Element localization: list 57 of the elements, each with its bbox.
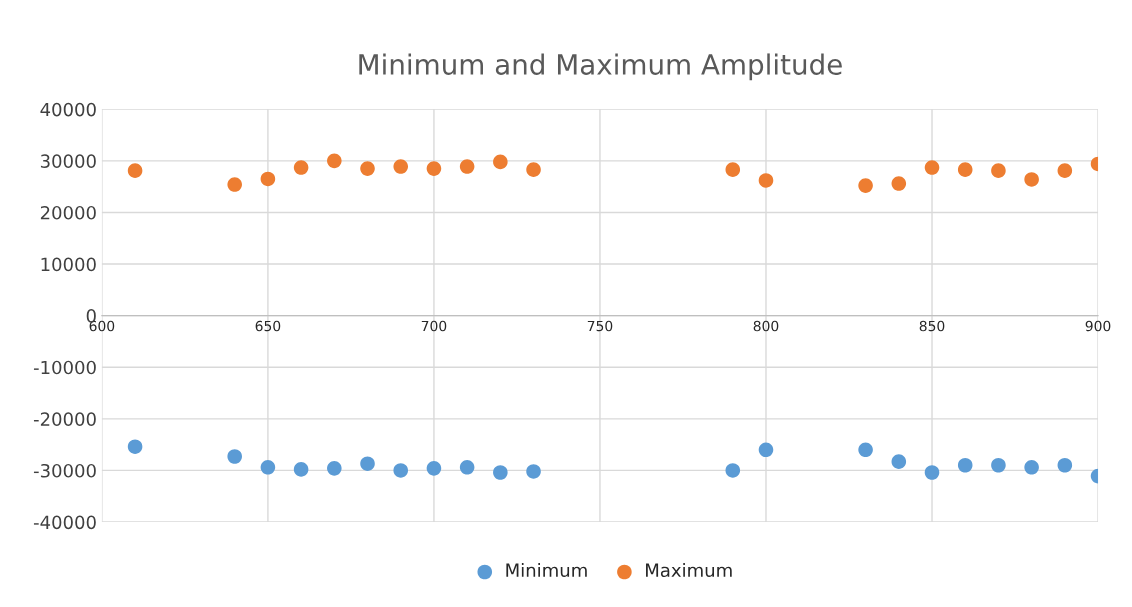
point [393,159,409,174]
point [758,442,774,458]
x-tick-label: 750 [587,320,613,332]
point [957,162,973,177]
point [725,463,741,478]
point [293,160,309,175]
point [393,463,409,478]
point [459,159,475,174]
point [725,162,741,177]
point [327,153,342,169]
point [127,163,143,178]
y-tick-label: -20000 [33,412,96,426]
point [260,460,276,475]
y-tick-label: 10000 [41,257,96,272]
x-tick-label: 850 [919,320,945,332]
point [1024,460,1039,475]
point [526,464,541,479]
point [924,160,940,175]
point [1024,172,1039,187]
point [858,178,873,193]
y-tick-label: 40000 [40,102,96,117]
point [426,461,442,476]
point [227,449,242,464]
y-tick-label: 20000 [40,205,96,220]
point [426,161,442,176]
point [758,173,774,188]
point [327,461,342,476]
y-tick-label: -10000 [33,360,96,375]
point [260,171,276,187]
point [360,161,375,176]
point [991,457,1006,473]
point [924,465,940,480]
chart-title: Minimum and Maximum Amplitude [359,53,842,81]
legend-label: Maximum [646,563,732,578]
x-tick-label: 700 [421,320,447,332]
x-tick-label: 650 [255,320,281,332]
point [459,460,475,475]
point [526,162,541,177]
point [891,176,907,191]
point [360,456,375,471]
point [127,439,143,454]
y-tick-label: -40000 [33,515,96,530]
x-tick-label: 800 [753,320,779,332]
point [858,442,873,458]
legend-label: Minimum [506,563,587,578]
point [227,177,242,192]
y-tick-label: 30000 [40,154,96,168]
point [957,457,973,473]
y-tick-label: -30000 [33,463,96,478]
point [493,154,508,170]
point [1057,457,1073,473]
point [991,163,1006,178]
point [493,465,508,480]
x-tick-label: 900 [1085,320,1111,332]
point [1057,163,1073,178]
point [891,454,907,469]
point [293,462,309,477]
